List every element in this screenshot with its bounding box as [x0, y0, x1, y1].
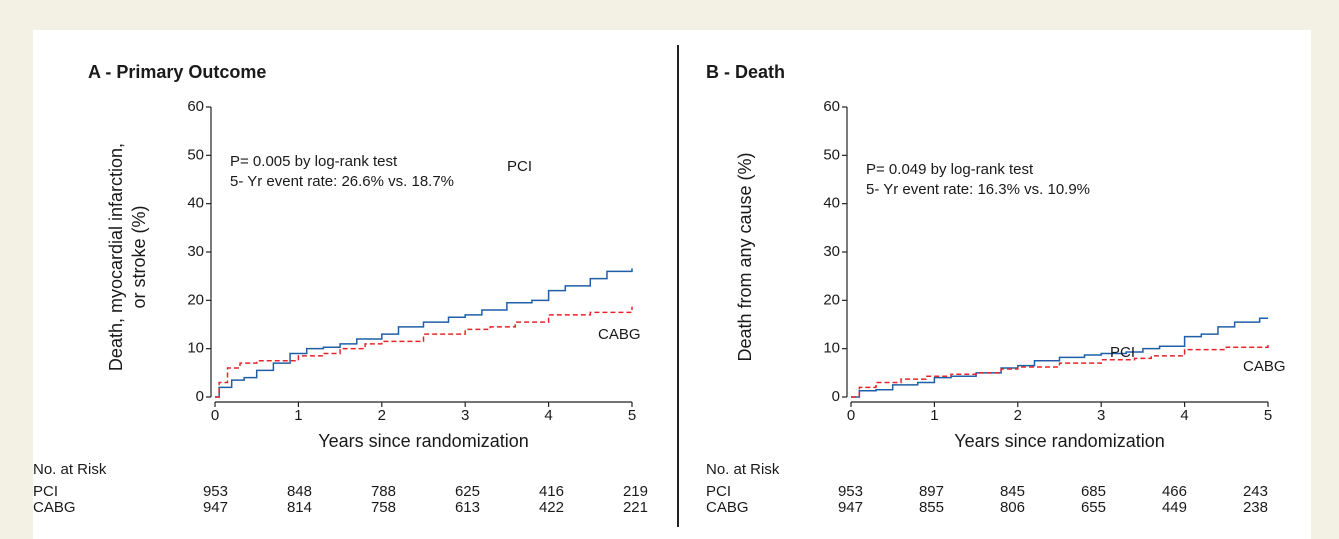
- risk-table-title: No. at Risk: [706, 461, 780, 478]
- x-tick-label: 4: [1180, 407, 1188, 424]
- risk-count: 947: [838, 499, 863, 516]
- x-tick-label: 0: [847, 407, 855, 424]
- y-tick-label: 30: [187, 243, 204, 260]
- annotation: P= 0.049 by log-rank test: [866, 161, 1034, 178]
- y-tick-label: 10: [823, 340, 840, 357]
- y-tick-label: 60: [823, 98, 840, 115]
- series-line: [215, 306, 633, 398]
- risk-count: 221: [623, 499, 648, 516]
- x-tick-label: 3: [1097, 407, 1105, 424]
- risk-count: 788: [371, 483, 396, 500]
- y-tick-label: 0: [196, 388, 204, 405]
- risk-count: 758: [371, 499, 396, 516]
- risk-row-name: CABG: [33, 499, 76, 516]
- risk-row-name: PCI: [33, 483, 58, 500]
- risk-count: 613: [455, 499, 480, 516]
- x-tick-label: 5: [628, 407, 636, 424]
- risk-count: 814: [287, 499, 312, 516]
- risk-count: 897: [919, 483, 944, 500]
- series-label: PCI: [507, 158, 532, 175]
- chart-title: B - Death: [706, 62, 785, 82]
- series-label: PCI: [1110, 344, 1135, 361]
- risk-count: 625: [455, 483, 480, 500]
- risk-count: 422: [539, 499, 564, 516]
- x-tick-label: 3: [461, 407, 469, 424]
- series-label: CABG: [1243, 358, 1286, 375]
- x-axis-label: Years since randomization: [954, 431, 1164, 451]
- y-axis-label: Death from any cause (%): [735, 152, 755, 361]
- risk-count: 416: [539, 483, 564, 500]
- risk-table-title: No. at Risk: [33, 461, 107, 478]
- panel-background: [33, 30, 1311, 539]
- series-line: [215, 268, 633, 398]
- x-tick-label: 1: [294, 407, 302, 424]
- annotation: P= 0.005 by log-rank test: [230, 153, 398, 170]
- risk-count: 449: [1162, 499, 1187, 516]
- risk-count: 845: [1000, 483, 1025, 500]
- y-tick-label: 50: [187, 146, 204, 163]
- y-tick-label: 60: [187, 98, 204, 115]
- chart-title: A - Primary Outcome: [88, 62, 266, 82]
- x-tick-label: 2: [1014, 407, 1022, 424]
- risk-count: 953: [203, 483, 228, 500]
- x-tick-label: 4: [544, 407, 552, 424]
- risk-count: 243: [1243, 483, 1268, 500]
- x-tick-label: 0: [211, 407, 219, 424]
- y-tick-label: 0: [832, 388, 840, 405]
- annotation: 5- Yr event rate: 26.6% vs. 18.7%: [230, 173, 454, 190]
- risk-count: 466: [1162, 483, 1187, 500]
- risk-count: 806: [1000, 499, 1025, 516]
- y-axis-label: Death, myocardial infarction,: [106, 143, 126, 371]
- risk-count: 655: [1081, 499, 1106, 516]
- x-axis-label: Years since randomization: [318, 431, 528, 451]
- y-tick-label: 30: [823, 243, 840, 260]
- series-label: CABG: [598, 326, 641, 343]
- risk-row-name: PCI: [706, 483, 731, 500]
- y-tick-label: 20: [187, 291, 204, 308]
- x-tick-label: 2: [378, 407, 386, 424]
- y-tick-label: 20: [823, 291, 840, 308]
- risk-count: 947: [203, 499, 228, 516]
- x-tick-label: 5: [1264, 407, 1272, 424]
- risk-count: 238: [1243, 499, 1268, 516]
- risk-count: 685: [1081, 483, 1106, 500]
- y-axis-label: or stroke (%): [129, 205, 149, 308]
- risk-count: 848: [287, 483, 312, 500]
- y-tick-label: 40: [187, 195, 204, 212]
- y-tick-label: 10: [187, 340, 204, 357]
- risk-count: 953: [838, 483, 863, 500]
- risk-count: 855: [919, 499, 944, 516]
- series-line: [851, 317, 1268, 398]
- annotation: 5- Yr event rate: 16.3% vs. 10.9%: [866, 181, 1090, 198]
- y-tick-label: 50: [823, 146, 840, 163]
- x-tick-label: 1: [930, 407, 938, 424]
- series-line: [851, 344, 1269, 398]
- risk-row-name: CABG: [706, 499, 749, 516]
- risk-count: 219: [623, 483, 648, 500]
- y-tick-label: 40: [823, 195, 840, 212]
